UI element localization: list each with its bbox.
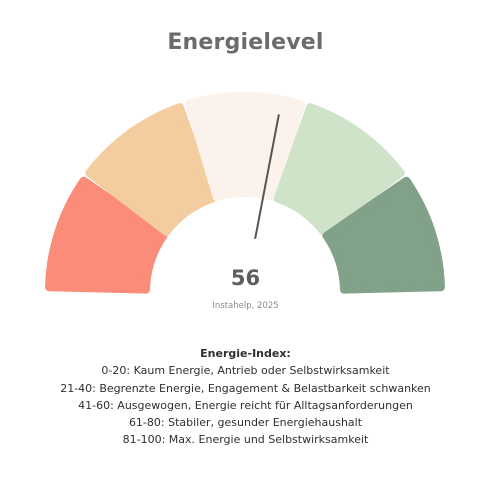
gauge-value: 56 — [230, 266, 261, 290]
legend-item: 61-80: Stabiler, gesunder Energiehaushal… — [128, 416, 363, 430]
gauge-segment-2 — [85, 103, 217, 236]
energy-index-legend: Energie-Index: 0-20: Kaum Energie, Antri… — [0, 345, 491, 449]
legend-item: 41-60: Ausgewogen, Energie reicht für Al… — [78, 398, 413, 412]
gauge-segment-3 — [185, 92, 305, 202]
legend-item: 81-100: Max. Energie und Selbstwirksamke… — [122, 433, 369, 447]
legend-title: Energie-Index: — [200, 347, 291, 360]
legend-item: 21-40: Begrenzte Energie, Engagement & B… — [60, 381, 431, 395]
legend-item: 0-20: Kaum Energie, Antrieb oder Selbstw… — [101, 364, 390, 378]
chart-title: Energielevel — [167, 30, 324, 55]
gauge-segment-5 — [322, 176, 445, 294]
gauge-segment-1 — [45, 176, 168, 294]
gauge-segment-4 — [273, 103, 405, 236]
gauge-needle — [254, 114, 280, 239]
source-label: Instahelp, 2025 — [212, 301, 279, 311]
